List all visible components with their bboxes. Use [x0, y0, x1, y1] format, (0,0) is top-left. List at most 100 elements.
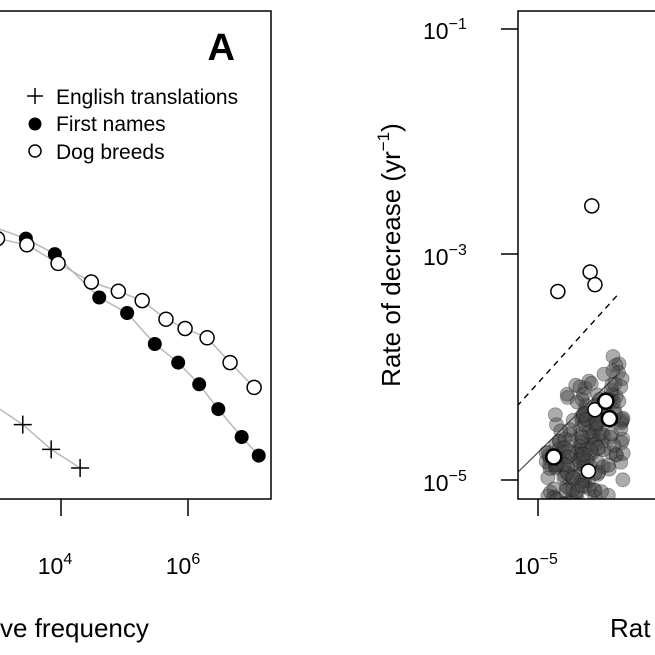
legend-item-dog-breeds: Dog breeds	[28, 141, 165, 164]
legend-plus-marker	[27, 88, 43, 104]
grey-point	[547, 407, 563, 423]
grey-point	[594, 425, 609, 441]
open-point	[199, 330, 215, 346]
grey-point	[571, 453, 587, 468]
grey-point	[546, 490, 561, 499]
grey-point	[563, 433, 578, 448]
panel-b-plot	[518, 198, 631, 539]
series-line	[0, 228, 260, 457]
grey-point	[614, 371, 630, 387]
legend-label: Dog breeds	[56, 141, 165, 164]
grey-point	[605, 349, 621, 364]
grey-point	[595, 433, 610, 449]
grey-point	[615, 445, 631, 461]
grey-point	[573, 421, 588, 437]
grey-point	[614, 435, 630, 450]
grey-point	[573, 450, 589, 465]
open-point	[550, 283, 566, 300]
grey-point	[560, 390, 576, 405]
grey-point	[573, 434, 589, 450]
grey-point	[586, 482, 602, 498]
x-tick-label: 104	[38, 551, 73, 579]
filled-point	[192, 377, 207, 392]
grey-point	[568, 377, 584, 393]
open-point	[19, 237, 35, 253]
panel-a-x-axis: 104 106 ve frequency	[0, 499, 200, 643]
panel-a-markers	[0, 231, 266, 477]
open-point	[110, 283, 127, 300]
grey-point	[552, 433, 568, 449]
grey-point	[576, 386, 592, 402]
grey-point	[584, 445, 600, 461]
grey-point	[587, 489, 603, 499]
panel-a-plot	[0, 228, 266, 477]
panel-b-frame	[517, 10, 655, 500]
y-axis-title: Rate of decrease (yr−1)	[374, 123, 406, 387]
grey-point	[565, 469, 581, 485]
filled-point	[92, 290, 107, 305]
grey-point	[545, 525, 559, 539]
grey-point	[580, 441, 595, 457]
grey-point	[590, 440, 606, 456]
grey-point	[588, 418, 604, 434]
grey-point	[580, 413, 596, 429]
grey-point	[604, 426, 619, 442]
grey-point	[569, 492, 585, 499]
series-line	[0, 408, 81, 469]
grey-point	[548, 508, 562, 522]
grey-point	[577, 479, 593, 494]
grey-point	[571, 477, 587, 493]
grey-point	[565, 470, 581, 486]
filled-point	[234, 430, 249, 444]
grey-point	[591, 505, 605, 519]
grey-point	[613, 379, 629, 395]
grey-point	[572, 439, 588, 454]
grey-point	[549, 417, 564, 433]
panel-a: A English translations First names Dog b…	[0, 10, 272, 643]
panel-a-legend: English translations First names Dog bre…	[27, 86, 238, 164]
grey-point	[569, 394, 585, 410]
grey-point	[565, 412, 581, 428]
open-point	[50, 255, 66, 272]
legend-item-first-names: First names	[28, 113, 166, 136]
open-point	[0, 231, 6, 246]
grey-point	[584, 428, 600, 444]
grey-point	[608, 357, 624, 373]
y-tick-label: 10−3	[423, 242, 467, 270]
grey-point	[606, 437, 622, 453]
grey-point	[562, 422, 578, 438]
grey-point	[615, 431, 631, 447]
highlight-point	[545, 448, 563, 466]
grey-point	[608, 447, 624, 462]
grey-point	[553, 423, 569, 439]
grey-point	[574, 429, 590, 445]
filled-point	[171, 355, 186, 370]
grey-point	[609, 447, 624, 463]
x-axis-title: Rat	[610, 613, 651, 643]
grey-point	[602, 429, 618, 445]
panel-b-y-axis: 10−1 10−3 10−5 Rate of decrease (yr−1)	[374, 16, 518, 496]
panel-a-series-lines	[0, 228, 260, 469]
solid-reference-line	[518, 374, 618, 473]
open-point	[222, 354, 238, 371]
grey-point	[583, 442, 599, 458]
legend-open-circle-marker	[28, 144, 42, 158]
open-point	[83, 274, 100, 290]
grey-point	[591, 426, 607, 442]
grey-point	[583, 376, 599, 391]
grey-point	[550, 511, 564, 525]
grey-point	[551, 434, 567, 449]
grey-point	[564, 469, 580, 485]
filled-point	[251, 448, 266, 463]
grey-point	[573, 443, 589, 459]
grey-point	[601, 461, 617, 477]
open-point	[587, 401, 603, 418]
grey-point	[600, 457, 616, 473]
grey-point	[574, 447, 589, 463]
grey-point	[559, 386, 575, 402]
grey-point	[556, 470, 572, 486]
x-tick-label: 10−5	[514, 551, 558, 579]
grey-point	[596, 442, 612, 458]
open-point	[177, 320, 193, 337]
panel-b: 10−1 10−3 10−5 Rate of decrease (yr−1) 1…	[374, 10, 655, 643]
